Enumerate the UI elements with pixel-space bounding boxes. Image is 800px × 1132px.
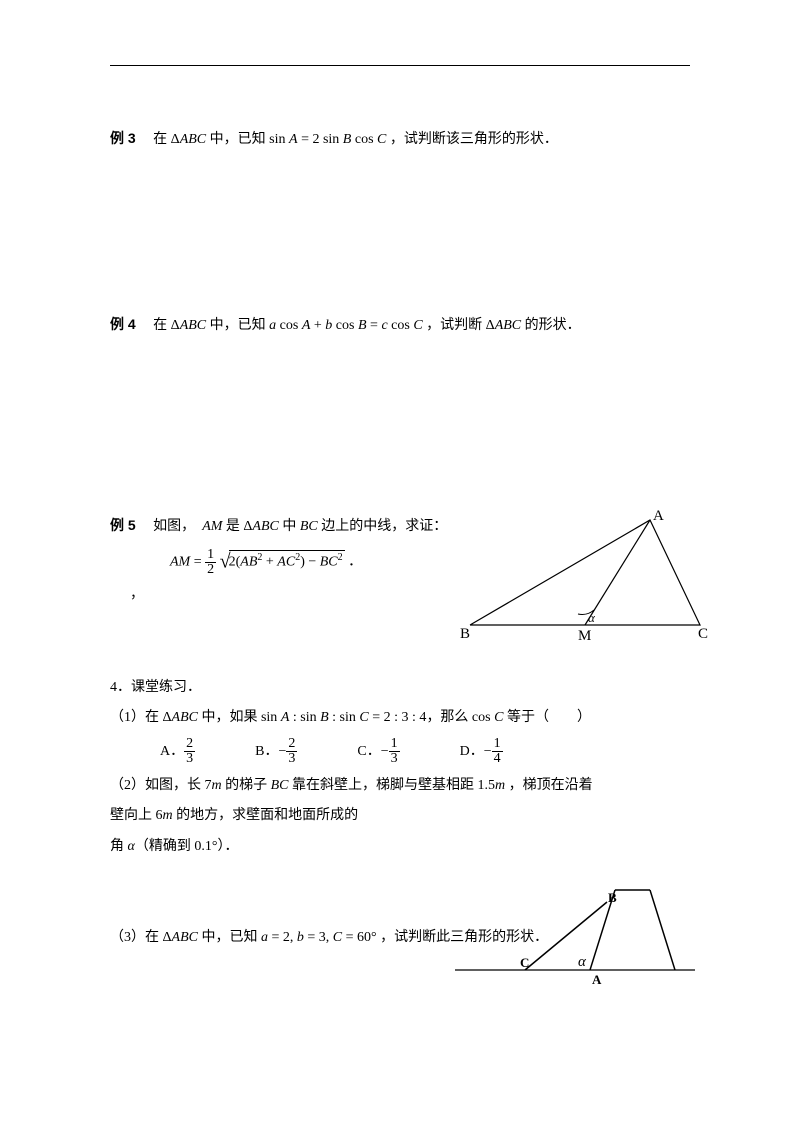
q2-m3: m	[163, 808, 173, 823]
q3-tri: ABC	[172, 930, 198, 945]
practice-q1: （1）在 ΔABC 中，如果 sin A : sin B : sin C = 2…	[110, 703, 690, 734]
sqrt-body: 2(AB2 + AC2) − BC2	[229, 550, 345, 571]
q3-prefix: （3）在 Δ	[110, 930, 172, 945]
example-4-label: 例 4	[110, 316, 136, 332]
example-3: 例 3 在 ΔABC 中，已知 sin A = 2 sin B cos C ，试…	[110, 126, 690, 152]
label-c: C	[698, 626, 708, 642]
triangle-outline	[470, 520, 700, 625]
example-4-text-a: 在 Δ	[139, 318, 180, 333]
example-4-text-c: ，试判断 Δ	[423, 318, 495, 333]
label-a2: A	[592, 972, 602, 987]
q1-eq: sin A : sin B : sin C = 2 : 3 : 4	[261, 710, 426, 725]
label-alpha: α	[588, 610, 596, 625]
q2-m2: m	[495, 778, 505, 793]
example-3-text-b: 中，已知	[206, 132, 269, 147]
example-5-text-c: 中	[279, 519, 300, 534]
q2-line3a: 角	[110, 839, 128, 854]
ladder-svg: B C A α	[450, 870, 700, 990]
q2-mid3: ，梯顶在沿着	[505, 778, 593, 793]
practice-q2-line1: （2）如图，长 7m 的梯子 BC 靠在斜壁上，梯脚与壁基相距 1.5m ，梯顶…	[110, 771, 690, 802]
example-3-label: 例 3	[110, 130, 136, 146]
page-content: 例 3 在 ΔABC 中，已知 sin A = 2 sin B cos C ，试…	[0, 0, 800, 994]
formula-eq: =	[194, 554, 205, 569]
figure-triangle-median: A B C M α	[460, 510, 710, 650]
q3-eq: a = 2, b = 3, C = 60°	[261, 930, 377, 945]
q2-prefix: （2）如图，长 7	[110, 778, 212, 793]
example-3-text-c: ，试判断该三角形的形状．	[386, 132, 558, 147]
q2-bc: BC	[271, 778, 289, 793]
top-rule	[110, 65, 690, 66]
example-3-text-a: 在 Δ	[139, 132, 180, 147]
q3-mid: 中，已知	[198, 930, 261, 945]
q2-alpha: α	[128, 839, 135, 854]
spacer-2	[110, 358, 690, 513]
q1-suffix: ，那么 cos C 等于（ ）	[426, 710, 591, 725]
label-c2: C	[520, 955, 529, 970]
example-5-label: 例 5	[110, 517, 136, 533]
example-5-text-a: 如图，	[139, 519, 202, 534]
spacer-1	[110, 172, 690, 312]
example-4-text-d: 的形状．	[521, 318, 581, 333]
figure-ladder: B C A α	[450, 870, 700, 990]
example-5-text-b: 是 Δ	[222, 519, 252, 534]
q1-mid: 中，如果	[198, 710, 261, 725]
example-5-tri: ABC	[252, 519, 278, 534]
example-4-tri: ABC	[180, 318, 206, 333]
label-m: M	[578, 628, 591, 644]
q1-tri: ABC	[172, 710, 198, 725]
triangle-svg: A B C M α	[460, 510, 710, 650]
label-b: B	[460, 626, 470, 642]
practice-q2-line3: 角 α（精确到 0.1°）．	[110, 832, 410, 863]
example-3-eq: sin A = 2 sin B cos C	[269, 132, 386, 147]
option-a: A．23	[160, 734, 195, 770]
example-5-text-d: 边上的中线，求证：	[318, 519, 448, 534]
frac-den: 2	[205, 562, 216, 577]
practice-heading: 4．课堂练习．	[110, 673, 690, 704]
formula-half: 1 2	[205, 548, 216, 577]
q2-mid2: 靠在斜壁上，梯脚与壁基相距 1.5	[289, 778, 496, 793]
example-3-tri: ABC	[180, 132, 206, 147]
q1-options: A．23 B．−23 C．−13 D．−14	[110, 734, 690, 770]
example-4-tri2: ABC	[495, 318, 521, 333]
label-a: A	[653, 510, 664, 524]
q2-m1: m	[212, 778, 222, 793]
ladder-bc	[525, 902, 607, 970]
example-5-bc: BC	[300, 519, 318, 534]
example-4-eq: a cos A + b cos B = c cos C	[269, 318, 423, 333]
frac-num: 1	[205, 548, 216, 562]
formula-period: ．	[348, 554, 362, 569]
example-4: 例 4 在 ΔABC 中，已知 a cos A + b cos B = c co…	[110, 312, 690, 338]
formula-sqrt: √2(AB2 + AC2) − BC2	[220, 550, 345, 574]
label-alpha2: α	[578, 954, 587, 970]
example-5-am: AM	[202, 519, 222, 534]
wall-right	[650, 890, 675, 970]
q2-mid1: 的梯子	[222, 778, 271, 793]
formula-am: AM	[170, 554, 190, 569]
q1-prefix: （1）在 Δ	[110, 710, 172, 725]
option-d: D．−14	[460, 734, 503, 770]
practice-q2-line2: 壁向上 6m 的地方，求壁面和地面所成的	[110, 801, 410, 832]
option-c: C．−13	[357, 734, 399, 770]
q2-line2b: 的地方，求壁面和地面所成的	[173, 808, 359, 823]
label-b2: B	[608, 890, 617, 905]
q2-line2a: 壁向上 6	[110, 808, 163, 823]
q2-line3b: （精确到 0.1°）．	[135, 839, 239, 854]
option-b: B．−23	[255, 734, 297, 770]
example-4-text-b: 中，已知	[206, 318, 269, 333]
